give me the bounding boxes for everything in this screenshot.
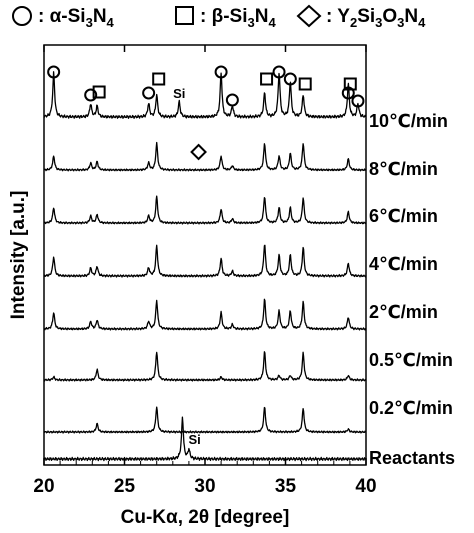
- legend-entry-3: : Y2Si3O3N4: [326, 6, 426, 30]
- si-peak-label: Si: [173, 86, 185, 101]
- series-label: 8℃/min: [369, 159, 438, 179]
- xrd-trace: [43, 141, 367, 172]
- xrd-trace: [43, 298, 367, 331]
- series-labels: 10℃/min 8℃/min 6℃/min 4℃/min 2℃/min 0.5℃/min 0…: [369, 111, 455, 468]
- x-tick-label: 20: [33, 476, 54, 497]
- alpha-phase-marker: [225, 93, 239, 107]
- xrd-trace: [43, 406, 367, 434]
- xrd-trace: [43, 244, 367, 278]
- x-tick-label: 30: [194, 476, 215, 497]
- series-label: 0.2℃/min: [369, 398, 453, 418]
- chart-legend: : α-Si3N4 : β-Si3N4 : Y2Si3O3N4: [12, 4, 426, 30]
- xrd-trace: [43, 71, 367, 119]
- x-tick-label: 25: [114, 476, 136, 497]
- series-label: 0.5℃/min: [369, 350, 453, 370]
- series-traces: [43, 71, 367, 462]
- xrd-trace: [43, 416, 367, 462]
- legend-diamond-marker: [296, 4, 322, 28]
- series-label: 4℃/min: [369, 254, 438, 274]
- alpha-phase-marker: [351, 94, 365, 108]
- y-axis-label: Intensity [a.u.]: [8, 191, 29, 320]
- x-axis-ticks: 20 25 30 35 40: [33, 45, 377, 497]
- beta-phase-marker: [298, 77, 312, 91]
- x-axis-label: Cu-Kα, 2θ [degree]: [121, 507, 290, 528]
- alpha-phase-marker: [142, 86, 156, 100]
- alpha-phase-marker: [272, 65, 286, 79]
- plot-frame: [43, 44, 367, 466]
- beta-phase-marker: [152, 72, 166, 86]
- alpha-phase-marker: [214, 65, 228, 79]
- x-tick-label: 35: [275, 476, 297, 497]
- series-label: 2℃/min: [369, 302, 438, 322]
- xrd-trace: [43, 351, 367, 382]
- xrd-trace: [43, 195, 367, 225]
- series-label: Reactants: [369, 448, 455, 468]
- peak-markers: Si Si: [47, 65, 365, 447]
- alpha-phase-marker: [47, 65, 61, 79]
- legend-entry-1: : α-Si3N4: [38, 6, 115, 30]
- beta-phase-marker: [343, 77, 357, 91]
- beta-phase-marker: [260, 72, 274, 86]
- alpha-phase-marker: [283, 72, 297, 86]
- si-peak-label: Si: [188, 432, 200, 447]
- legend-square-marker: [175, 6, 194, 25]
- series-label: 10℃/min: [369, 111, 448, 131]
- alpha-phase-marker: [84, 88, 98, 102]
- beta-phase-marker: [92, 85, 106, 99]
- alpha-phase-marker: [341, 86, 355, 100]
- legend-circle-marker: [12, 6, 32, 26]
- x-tick-label: 40: [355, 476, 376, 497]
- series-label: 6℃/min: [369, 206, 438, 226]
- legend-entry-2: : β-Si3N4: [200, 6, 276, 30]
- y2si3o3n4-marker: [190, 143, 207, 161]
